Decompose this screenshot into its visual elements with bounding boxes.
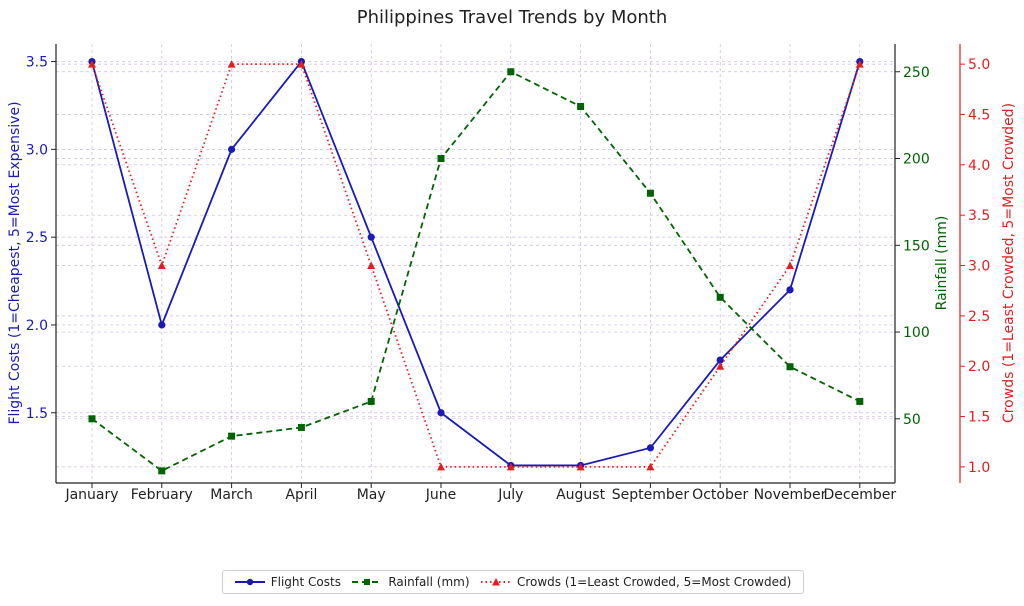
x-tick-label: May xyxy=(357,487,386,503)
left-tick-label: 1.5 xyxy=(26,406,48,422)
data-point-rainfall xyxy=(297,423,305,431)
data-point-rainfall xyxy=(158,467,166,475)
x-tick-label: March xyxy=(210,487,253,503)
data-point-flight-costs xyxy=(228,145,236,153)
legend-item-crowds: Crowds (1=Least Crowded, 5=Most Crowded) xyxy=(480,575,792,589)
data-point-crowds xyxy=(716,362,725,370)
crowds-tick-label: 1.5 xyxy=(968,410,990,426)
data-point-crowds xyxy=(576,462,585,471)
data-point-crowds xyxy=(786,261,794,270)
crowds-tick-label: 3.0 xyxy=(968,259,990,275)
crowds-tick-label: 4.5 xyxy=(968,107,990,123)
data-point-rainfall xyxy=(716,293,724,301)
data-point-flight-costs xyxy=(646,444,655,452)
rainfall-tick-label: 200 xyxy=(903,152,930,168)
data-point-crowds xyxy=(297,60,306,68)
rainfall-tick-label: 250 xyxy=(903,65,930,81)
data-point-rainfall xyxy=(646,189,654,197)
legend: Flight Costs Rainfall (mm) Crowds (1=Lea… xyxy=(222,570,804,594)
data-point-rainfall xyxy=(228,432,236,440)
left-tick-label: 3.0 xyxy=(26,142,48,158)
data-point-crowds xyxy=(157,261,166,270)
crowds-tick-label: 3.5 xyxy=(968,208,990,224)
x-tick-label: August xyxy=(556,487,606,503)
x-tick-label: September xyxy=(612,487,690,503)
data-point-rainfall xyxy=(507,68,515,76)
data-point-flight-costs xyxy=(716,356,724,364)
x-tick-label: October xyxy=(692,487,748,503)
data-point-rainfall xyxy=(577,102,585,110)
data-point-crowds xyxy=(506,462,515,471)
data-point-rainfall xyxy=(786,363,794,371)
data-point-flight-costs xyxy=(786,286,794,294)
left-axis-label: Flight Costs (1=Cheapest, 5=Most Expensi… xyxy=(7,101,23,424)
data-point-rainfall xyxy=(437,155,445,163)
data-point-flight-costs xyxy=(437,409,445,417)
series-layer xyxy=(88,57,864,475)
series-line-0 xyxy=(91,59,861,467)
axes-layer: January February March April May June July Augu… xyxy=(26,44,990,503)
rainfall-tick-label: 50 xyxy=(903,412,921,428)
x-tick-label: July xyxy=(497,487,523,503)
left-tick-label: 3.5 xyxy=(26,55,48,71)
series-line-2 xyxy=(91,63,861,468)
rainfall-axis-label: Rainfall (mm) xyxy=(934,216,950,311)
legend-swatch-crowds xyxy=(480,578,511,586)
data-point-crowds xyxy=(227,60,236,68)
crowds-tick-label: 5.0 xyxy=(968,57,990,73)
crowds-tick-label: 1.0 xyxy=(968,460,990,476)
crowds-tick-label: 2.0 xyxy=(968,359,990,375)
rainfall-tick-label: 150 xyxy=(903,238,930,254)
left-tick-label: 2.5 xyxy=(26,230,48,246)
data-point-rainfall xyxy=(856,397,864,405)
grid-layer xyxy=(56,44,895,483)
legend-item-flight-costs: Flight Costs xyxy=(234,575,341,589)
data-point-crowds xyxy=(88,60,96,68)
data-point-crowds xyxy=(437,462,445,471)
crowds-axis-label: Crowds (1=Least Crowded, 5=Most Crowded) xyxy=(1001,103,1017,423)
rainfall-tick-label: 100 xyxy=(903,325,930,341)
x-tick-label: November xyxy=(754,487,827,503)
data-point-rainfall xyxy=(88,415,96,423)
x-tick-label: January xyxy=(64,487,118,503)
data-point-crowds xyxy=(367,261,376,270)
legend-label-rainfall: Rainfall (mm) xyxy=(388,575,470,589)
crowds-tick-label: 2.5 xyxy=(968,309,990,325)
chart-title: Philippines Travel Trends by Month xyxy=(357,7,668,28)
legend-swatch-rainfall xyxy=(352,579,383,585)
data-point-rainfall xyxy=(367,397,375,405)
legend-swatch-flight-costs xyxy=(234,578,265,586)
legend-item-rainfall: Rainfall (mm) xyxy=(352,575,470,589)
left-tick-label: 2.0 xyxy=(26,318,48,334)
x-tick-label: April xyxy=(285,487,317,503)
legend-label-crowds: Crowds (1=Least Crowded, 5=Most Crowded) xyxy=(516,575,792,589)
legend-label-flight-costs: Flight Costs xyxy=(270,575,341,589)
data-point-flight-costs xyxy=(367,233,375,241)
x-tick-label: June xyxy=(425,487,457,503)
x-tick-label: February xyxy=(131,487,193,503)
crowds-tick-label: 4.0 xyxy=(968,158,990,174)
series-line-1 xyxy=(91,70,861,472)
x-tick-label: December xyxy=(823,487,896,503)
data-point-flight-costs xyxy=(158,321,166,329)
data-point-crowds xyxy=(855,60,864,68)
data-point-crowds xyxy=(646,462,655,471)
